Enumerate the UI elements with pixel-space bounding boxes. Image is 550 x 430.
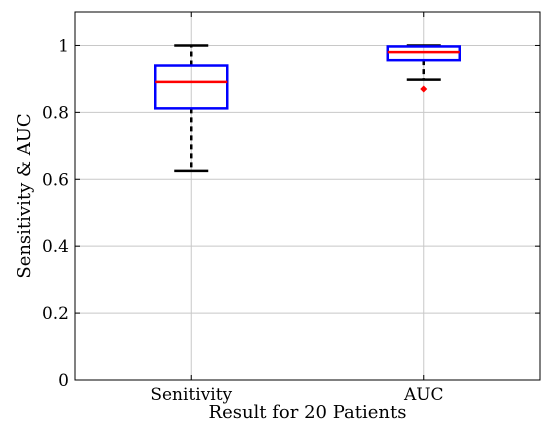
box-series <box>154 44 461 173</box>
grid-lines <box>75 12 540 381</box>
y-tick-label: 1 <box>58 36 69 56</box>
x-tick-label: AUC <box>403 385 444 405</box>
y-tick-label: 0 <box>58 371 69 391</box>
y-tick-label: 0.6 <box>42 170 69 190</box>
x-axis-label: Result for 20 Patients <box>209 402 407 423</box>
box-group <box>154 44 229 173</box>
y-tick-label: 0.4 <box>42 237 69 257</box>
box-iqr <box>154 64 229 110</box>
y-tick-label: 0.8 <box>42 103 69 123</box>
plot-frame <box>74 11 541 381</box>
box-group <box>386 44 461 93</box>
y-tick-label: 0.2 <box>42 304 69 324</box>
x-tick-label: Senitivity <box>150 385 232 405</box>
y-axis-label: Sensitivity & AUC <box>14 113 35 278</box>
axis-ticks: 0 0.2 0.4 0.6 0.8 1 Senitivity AUC <box>42 12 540 405</box>
outlier-point <box>420 85 428 93</box>
